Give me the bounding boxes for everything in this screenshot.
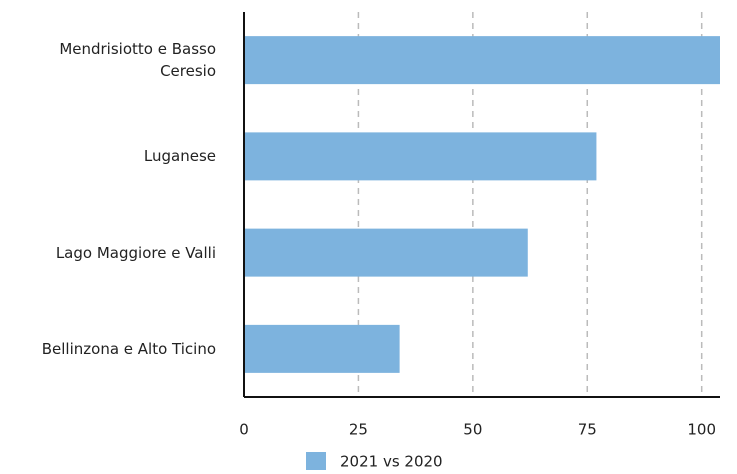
bar: [244, 228, 528, 277]
x-tick-label: 50: [463, 421, 482, 439]
y-tick-label: Mendrisiotto e Basso Ceresio: [59, 40, 216, 81]
x-tick-label: 100: [687, 421, 716, 439]
x-tick-label: 25: [349, 421, 368, 439]
bar: [244, 324, 400, 373]
legend-label: 2021 vs 2020: [340, 453, 443, 471]
y-tick-label: Bellinzona e Alto Ticino: [41, 339, 216, 358]
x-tick-label: 0: [239, 421, 249, 439]
y-tick-label: Lago Maggiore e Valli: [55, 243, 216, 262]
bar: [244, 132, 597, 181]
x-tick-label: 75: [578, 421, 597, 439]
legend-swatch: [306, 452, 326, 470]
y-tick-label: Luganese: [143, 147, 216, 166]
bar: [244, 36, 720, 85]
